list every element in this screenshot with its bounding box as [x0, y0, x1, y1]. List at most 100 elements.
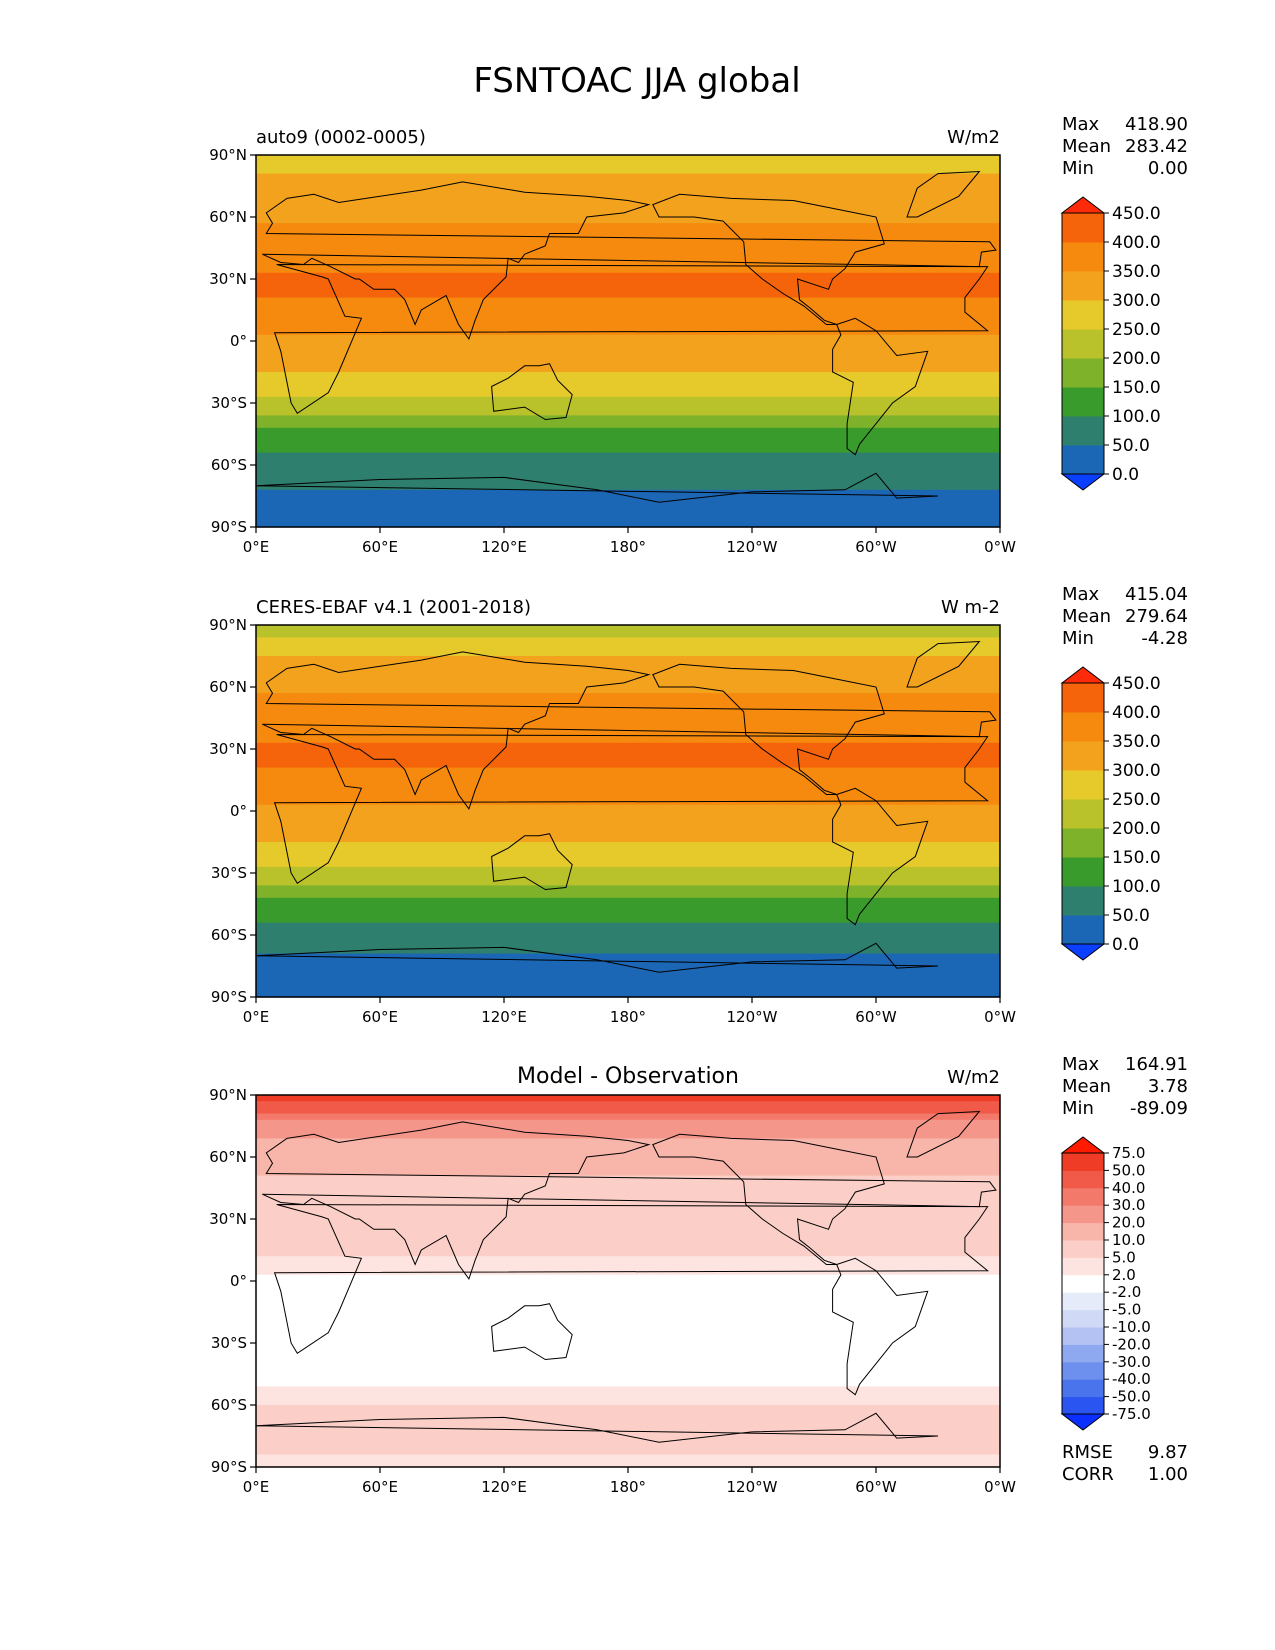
field-band	[256, 674, 1000, 682]
field-band	[256, 248, 1000, 255]
field-band	[256, 440, 1000, 447]
field-band	[256, 680, 1000, 688]
colorbar-tick-label: -20.0	[1112, 1335, 1151, 1353]
field-band	[256, 953, 1000, 961]
stat-value: -89.09	[1130, 1098, 1188, 1119]
field-band	[256, 643, 1000, 651]
field-band	[256, 1343, 1000, 1350]
stat-label: Max	[1062, 114, 1100, 135]
coastline	[261, 181, 997, 340]
colorbar-tick-label: 350.0	[1112, 262, 1161, 282]
colorbar-segment	[1062, 445, 1104, 475]
field-band	[256, 496, 1000, 503]
stat-value: 415.04	[1125, 584, 1188, 605]
colorbar-segment	[1062, 741, 1104, 771]
field-band	[256, 167, 1000, 175]
field-band	[256, 1175, 1000, 1183]
field-band	[256, 161, 1000, 168]
field-band	[256, 1442, 1000, 1449]
field-band	[256, 514, 1000, 522]
colorbar-segment	[1062, 770, 1104, 800]
lon-tick-label: 0°W	[984, 1008, 1016, 1026]
field-band	[256, 910, 1000, 917]
field-band	[256, 1219, 1000, 1226]
field-band	[256, 984, 1000, 992]
field-band	[256, 446, 1000, 454]
lat-tick-label: 60°S	[211, 926, 247, 944]
colorbar-tick-label: 250.0	[1112, 320, 1161, 340]
field-band	[256, 434, 1000, 441]
field-band	[256, 804, 1000, 812]
lat-tick-label: 90°S	[211, 1458, 247, 1476]
field-band	[256, 1231, 1000, 1239]
field-band	[256, 941, 1000, 948]
stat-label: Min	[1062, 158, 1094, 179]
field-band	[256, 792, 1000, 800]
field-band	[256, 656, 1000, 663]
field-band	[256, 1355, 1000, 1363]
lon-tick-label: 120°E	[481, 1008, 527, 1026]
field-band	[256, 1107, 1000, 1115]
field-band	[256, 1119, 1000, 1127]
field-band	[256, 978, 1000, 986]
field-band	[256, 204, 1000, 212]
field-band	[256, 1206, 1000, 1214]
field-band	[256, 891, 1000, 899]
lat-tick-label: 60°N	[209, 1148, 247, 1166]
field-band	[256, 452, 1000, 460]
coastline	[273, 264, 989, 415]
field-band	[256, 966, 1000, 973]
colorbar-tick-label: 400.0	[1112, 703, 1161, 723]
coastline	[652, 1133, 885, 1265]
colorbar-segment	[1062, 213, 1104, 243]
field-band	[256, 1398, 1000, 1406]
colorbar-segment	[1062, 886, 1104, 916]
colorbar-segment	[1062, 915, 1104, 945]
colorbar-extend-max	[1060, 666, 1106, 684]
colorbar: -75.0-50.0-40.0-30.0-20.0-10.0-5.0-2.02.…	[1060, 1136, 1151, 1431]
lon-tick-label: 120°W	[727, 538, 778, 556]
lat-tick-label: 90°N	[209, 616, 247, 634]
panel-units: W m-2	[941, 597, 1000, 618]
lon-tick-label: 0°E	[243, 1478, 270, 1496]
field-band	[256, 1361, 1000, 1369]
field-band	[256, 811, 1000, 818]
field-band	[256, 421, 1000, 429]
field-band	[256, 928, 1000, 936]
lat-tick-label: 90°S	[211, 988, 247, 1006]
field-band	[256, 427, 1000, 435]
colorbar-segment	[1062, 416, 1104, 446]
field-band	[256, 285, 1000, 292]
colorbar-extend-min	[1060, 1413, 1106, 1431]
colorbar-segment	[1062, 1240, 1104, 1258]
lon-tick-label: 60°E	[362, 1478, 398, 1496]
colorbar: 0.0 50.0 100.0 150.0 200.0 250.0 300.0 350.0 400…	[1060, 666, 1161, 961]
lat-tick-label: 30°N	[209, 1210, 247, 1228]
field-band	[256, 1293, 1000, 1301]
colorbar-segment	[1062, 1274, 1104, 1293]
field-band	[256, 502, 1000, 509]
colorbar-tick-label: 5.0	[1112, 1248, 1136, 1266]
field-band	[256, 1200, 1000, 1208]
colorbar-segment	[1062, 1309, 1104, 1328]
coastline	[832, 787, 929, 926]
field-band	[256, 322, 1000, 330]
field-band	[256, 390, 1000, 398]
colorbar-tick-label: -30.0	[1112, 1353, 1151, 1371]
colorbar-tick-label: 75.0	[1112, 1144, 1145, 1162]
field-band	[256, 842, 1000, 849]
lat-tick-label: 30°S	[211, 1334, 247, 1352]
colorbar-segment	[1062, 712, 1104, 742]
field-band	[256, 1374, 1000, 1381]
stat-label: Mean	[1062, 606, 1111, 627]
colorbar-tick-label: 50.0	[1112, 436, 1150, 456]
lat-tick-label: 90°S	[211, 518, 247, 536]
field-band	[256, 353, 1000, 361]
lat-tick-label: 30°N	[209, 740, 247, 758]
lon-tick-label: 120°W	[727, 1478, 778, 1496]
lon-tick-label: 60°E	[362, 1008, 398, 1026]
field-band	[256, 1150, 1000, 1158]
coastline	[491, 363, 573, 421]
field-band	[256, 489, 1000, 497]
stat-label: Min	[1062, 1098, 1094, 1119]
